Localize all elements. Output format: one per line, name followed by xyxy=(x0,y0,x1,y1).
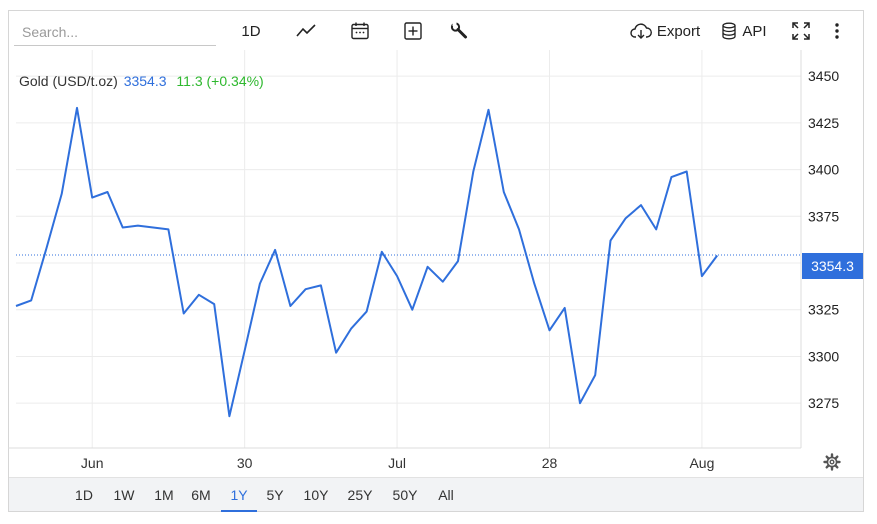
range-button-10y[interactable]: 10Y xyxy=(303,487,329,503)
range-button-1y[interactable]: 1Y xyxy=(221,478,257,512)
x-tick-label: 30 xyxy=(237,455,253,471)
more-vertical-icon xyxy=(835,23,839,39)
y-tick-label: 3275 xyxy=(808,395,839,411)
x-tick-label: Jun xyxy=(81,455,104,471)
search-input[interactable] xyxy=(14,18,216,46)
x-tick-label: Aug xyxy=(689,455,714,471)
chart-legend: Gold (USD/t.oz) 3354.3 11.3 (+0.34%) xyxy=(19,73,264,89)
y-tick-label: 3325 xyxy=(808,302,839,318)
y-tick-label: 3300 xyxy=(808,348,839,364)
api-button[interactable]: API xyxy=(720,18,768,44)
date-range-button[interactable] xyxy=(348,18,372,44)
y-tick-label: 3450 xyxy=(808,68,839,84)
series-line xyxy=(15,106,719,418)
export-button[interactable]: Export xyxy=(629,18,701,44)
calendar-icon xyxy=(351,22,369,40)
range-button-25y[interactable]: 25Y xyxy=(347,487,373,503)
chart-type-button[interactable] xyxy=(292,18,320,44)
legend-change: 11.3 (+0.34%) xyxy=(176,73,264,89)
y-tick-label: 3375 xyxy=(808,208,839,224)
range-selector: 1D 1W 1M 6M 1Y 5Y 10Y 25Y 50Y All xyxy=(9,477,863,512)
tools-button[interactable] xyxy=(447,18,471,44)
range-button-1d[interactable]: 1D xyxy=(75,487,93,503)
legend-price: 3354.3 xyxy=(123,73,167,89)
fullscreen-icon xyxy=(792,22,810,40)
range-button-1w[interactable]: 1W xyxy=(113,487,135,503)
more-menu-button[interactable] xyxy=(828,18,846,44)
range-button-6m[interactable]: 6M xyxy=(191,487,211,503)
fullscreen-button[interactable] xyxy=(788,18,814,44)
cloud-download-icon xyxy=(630,23,652,39)
export-label: Export xyxy=(656,22,701,40)
y-tick-label: 3400 xyxy=(808,162,839,178)
add-indicator-button[interactable] xyxy=(401,18,425,44)
database-icon xyxy=(722,22,737,40)
x-tick-label: 28 xyxy=(542,455,558,471)
y-tick-label: 3425 xyxy=(808,115,839,131)
range-button-50y[interactable]: 50Y xyxy=(392,487,418,503)
interval-button[interactable]: 1D xyxy=(236,18,266,44)
range-button-5y[interactable]: 5Y xyxy=(266,487,284,503)
plus-square-icon xyxy=(404,22,422,40)
line-chart-icon xyxy=(296,24,316,37)
interval-label: 1D xyxy=(241,22,261,40)
chart-settings-button[interactable] xyxy=(822,452,842,472)
range-button-all[interactable]: All xyxy=(438,487,454,503)
chart-widget xyxy=(8,10,864,512)
gear-icon xyxy=(823,453,841,471)
wrench-icon xyxy=(450,22,467,39)
api-label: API xyxy=(742,22,767,40)
range-button-1m[interactable]: 1M xyxy=(154,487,174,503)
last-price-tag: 3354.3 xyxy=(802,253,863,279)
x-tick-label: Jul xyxy=(388,455,406,471)
legend-symbol: Gold (USD/t.oz) xyxy=(19,73,118,89)
